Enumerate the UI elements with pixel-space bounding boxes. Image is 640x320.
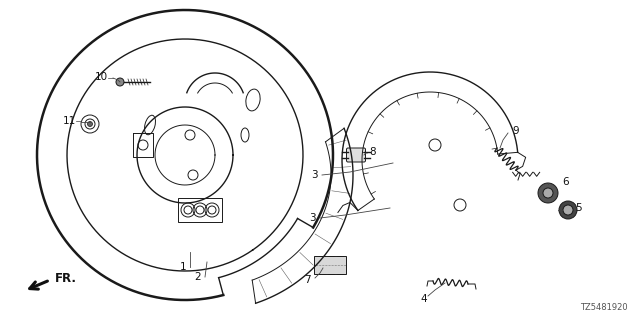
Text: 8: 8 [369,147,376,157]
Circle shape [563,205,573,215]
Text: 4: 4 [420,294,428,304]
Text: FR.: FR. [55,273,77,285]
Circle shape [88,122,93,126]
Text: 2: 2 [195,272,201,282]
FancyBboxPatch shape [314,256,346,274]
Text: 6: 6 [562,177,568,187]
Text: TZ5481920: TZ5481920 [580,303,628,312]
Text: 10: 10 [95,72,108,82]
Circle shape [543,188,553,198]
Text: 9: 9 [512,126,518,136]
Text: 1: 1 [179,262,186,272]
FancyBboxPatch shape [346,148,365,162]
Text: 5: 5 [575,203,582,213]
Text: 11: 11 [63,116,76,126]
Circle shape [538,183,558,203]
Text: 3: 3 [312,170,318,180]
Text: 7: 7 [305,275,311,285]
Circle shape [559,201,577,219]
Circle shape [116,78,124,86]
Text: 3: 3 [309,213,316,223]
